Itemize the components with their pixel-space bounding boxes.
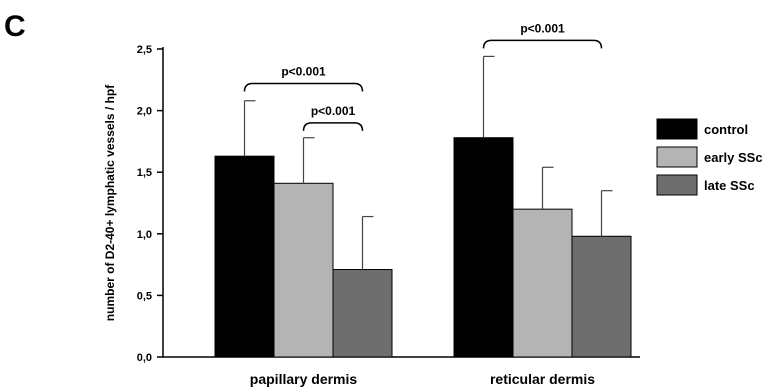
category-label: papillary dermis: [250, 371, 358, 387]
y-axis-title: number of D2-40+ lymphatic vessels / hpf: [103, 84, 117, 321]
bar: [512, 208, 573, 358]
panel-label: C: [4, 10, 26, 43]
y-tick-label: 2,0: [137, 106, 152, 118]
y-tick-label: 0,5: [137, 290, 152, 302]
category-labels: papillary dermis reticular dermis: [250, 371, 595, 387]
bars: [214, 137, 632, 358]
legend-label: control: [704, 122, 748, 137]
significance-label: p<0.001: [311, 104, 356, 118]
bar: [571, 235, 632, 358]
y-tick-label: 2,5: [137, 44, 152, 56]
significance-bracket: [302, 122, 364, 131]
significance-bracket: [243, 82, 364, 92]
legend-label: late SSc: [704, 178, 755, 193]
significance-annotations: p<0.001 p<0.001 p<0.001: [243, 21, 603, 131]
bar: [332, 269, 393, 358]
bar: [453, 137, 514, 358]
bar: [214, 155, 275, 358]
y-tick-label: 1,5: [137, 167, 152, 179]
significance-bracket: [482, 39, 603, 49]
bar: [273, 182, 334, 358]
y-tick-label: 1,0: [137, 229, 152, 241]
y-tick-label: 0,0: [137, 352, 152, 364]
category-label: reticular dermis: [490, 371, 595, 387]
error-bars: [243, 55, 613, 270]
legend-label: early SSc: [704, 150, 763, 165]
legend: control early SSc late SSc: [656, 118, 763, 196]
significance-label: p<0.001: [520, 21, 565, 35]
legend-swatch: [656, 174, 698, 196]
legend-swatch: [656, 146, 698, 168]
significance-label: p<0.001: [281, 64, 326, 78]
legend-swatch: [656, 118, 698, 140]
